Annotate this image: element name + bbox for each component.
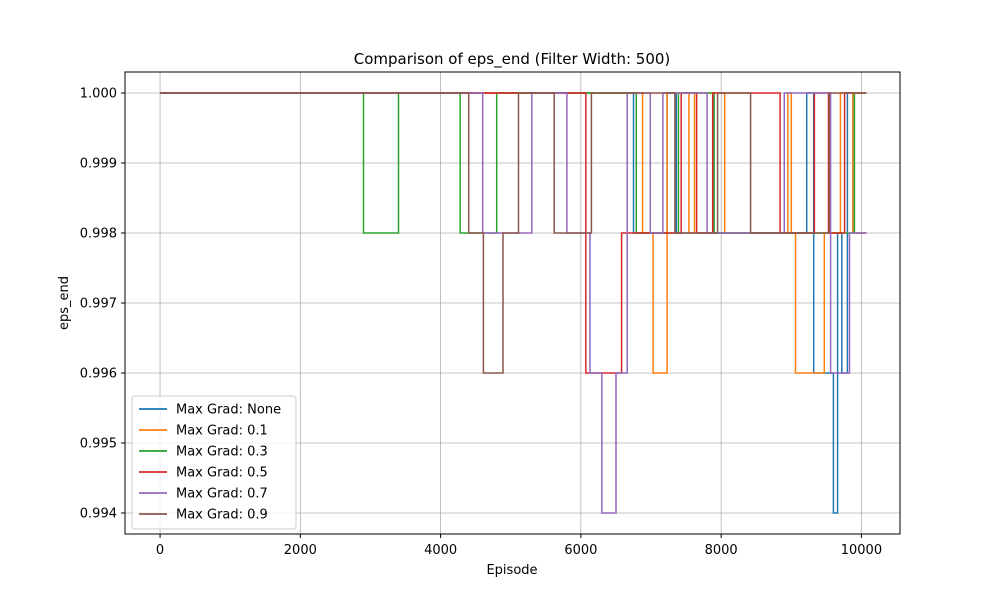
x-tick-label: 10000 bbox=[841, 543, 882, 558]
y-axis-label: eps_end bbox=[57, 276, 72, 330]
x-tick-label: 2000 bbox=[284, 543, 317, 558]
series-line-5 bbox=[160, 92, 867, 374]
x-tick-label: 0 bbox=[156, 543, 164, 558]
y-tick-label: 1.000 bbox=[80, 87, 117, 102]
series-layer bbox=[160, 92, 867, 514]
legend: Max Grad: None Max Grad: 0.1 Max Grad: 0.3… bbox=[131, 395, 297, 530]
y-tick-label: 0.996 bbox=[80, 367, 117, 382]
y-tick-label: 0.995 bbox=[80, 437, 117, 452]
x-tick-label: 8000 bbox=[705, 543, 738, 558]
chart-title: Comparison of eps_end (Filter Width: 500… bbox=[354, 50, 671, 69]
y-tick-label: 0.997 bbox=[80, 297, 117, 312]
legend-label: Max Grad: None bbox=[176, 403, 281, 418]
legend-label: Max Grad: 0.5 bbox=[176, 466, 268, 481]
x-tick-label: 4000 bbox=[424, 543, 457, 558]
y-tick-label: 0.998 bbox=[80, 227, 117, 242]
y-axis: 0.994 0.995 0.996 0.997 0.998 0.999 1.000 bbox=[80, 87, 125, 522]
y-tick-label: 0.999 bbox=[80, 157, 117, 172]
x-axis-label: Episode bbox=[486, 563, 537, 578]
y-tick-label: 0.994 bbox=[80, 507, 117, 522]
legend-box bbox=[131, 395, 297, 530]
legend-label: Max Grad: 0.1 bbox=[176, 424, 268, 439]
legend-label: Max Grad: 0.9 bbox=[176, 508, 268, 523]
legend-label: Max Grad: 0.7 bbox=[176, 487, 268, 502]
x-tick-label: 6000 bbox=[564, 543, 597, 558]
legend-label: Max Grad: 0.3 bbox=[176, 445, 268, 460]
x-axis: 0 2000 4000 6000 8000 10000 bbox=[156, 534, 882, 558]
